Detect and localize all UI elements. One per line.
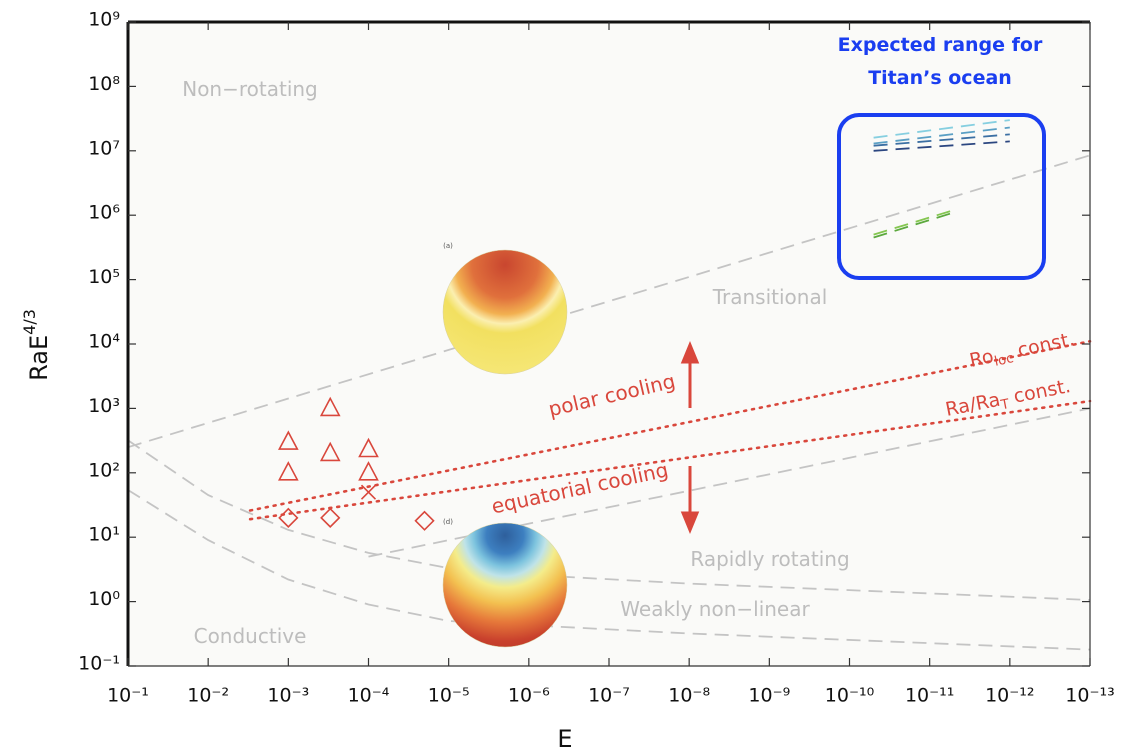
globe-polar — [443, 250, 567, 374]
annotation: Transitional — [712, 285, 828, 309]
y-tick-label: 10⁰ — [88, 588, 120, 610]
x-axis-label: E — [557, 725, 572, 753]
annotation-part: Expected range for — [838, 34, 1043, 56]
annotation: Conductive — [194, 624, 307, 648]
globe-equatorial — [443, 523, 567, 647]
annotation: Rapidly rotating — [690, 547, 849, 571]
x-tick-label: 10⁻¹ — [107, 685, 149, 707]
annotation-part: Rapidly rotating — [690, 547, 849, 571]
x-tick-label: 10⁻⁸ — [668, 685, 710, 707]
x-tick-label: 10⁻³ — [267, 685, 309, 707]
y-tick-label: 10⁵ — [88, 266, 120, 288]
y-axis-label-sup: 4/3 — [20, 309, 39, 335]
annotation: Expected range for — [838, 34, 1043, 56]
annotation-part: (a) — [443, 242, 453, 250]
x-tick-label: 10⁻² — [187, 685, 229, 707]
y-tick-label: 10⁹ — [88, 9, 120, 31]
annotation: (d) — [443, 518, 453, 526]
x-tick-label: 10⁻¹² — [985, 685, 1034, 707]
annotation: (a) — [443, 242, 453, 250]
x-tick-label: 10⁻¹⁰ — [825, 685, 874, 707]
x-tick-label: 10⁻⁴ — [348, 685, 390, 707]
x-tick-label: 10⁻¹³ — [1065, 685, 1114, 707]
y-tick-label: 10⁷ — [88, 137, 120, 159]
x-tick-label: 10⁻⁶ — [508, 685, 550, 707]
y-tick-label: 10⁸ — [88, 73, 120, 95]
x-tick-label: 10⁻⁵ — [428, 685, 470, 707]
y-axis-label-base: RaE — [25, 335, 53, 381]
chart: E RaE4/3 10⁻¹ 10⁻² 10⁻³ 10⁻⁴ 10⁻⁵ 10⁻⁶ 10⁻⁷ 10⁻… — [0, 0, 1125, 756]
annotation-part: Conductive — [194, 624, 307, 648]
annotation-part: Transitional — [712, 285, 828, 309]
x-tick-label: 10⁻⁷ — [588, 685, 630, 707]
annotation: Non−rotating — [182, 77, 318, 101]
y-axis-label: RaE4/3 — [20, 309, 54, 381]
y-tick-label: 10⁴ — [88, 331, 120, 353]
annotation-part: Weakly non−linear — [620, 597, 810, 621]
annotation-part: Non−rotating — [182, 77, 318, 101]
plot-background — [128, 22, 1090, 666]
y-tick-label: 10³ — [88, 395, 120, 417]
x-tick-label: 10⁻¹¹ — [905, 685, 954, 707]
annotation-part: Titan’s ocean — [868, 67, 1012, 89]
annotation-part: (d) — [443, 518, 453, 526]
y-tick-label: 10¹ — [88, 524, 120, 546]
y-tick-label: 10⁶ — [88, 202, 120, 224]
annotation: Titan’s ocean — [868, 67, 1012, 89]
x-tick-label: 10⁻⁹ — [748, 685, 790, 707]
y-tick-label: 10² — [88, 459, 120, 481]
y-tick-label: 10⁻¹ — [78, 653, 120, 675]
annotation: Weakly non−linear — [620, 597, 810, 621]
